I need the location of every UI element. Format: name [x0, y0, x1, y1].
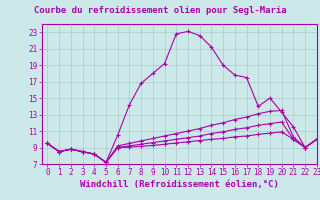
X-axis label: Windchill (Refroidissement éolien,°C): Windchill (Refroidissement éolien,°C) — [80, 180, 279, 189]
Text: Courbe du refroidissement olien pour Segl-Maria: Courbe du refroidissement olien pour Seg… — [34, 6, 286, 15]
